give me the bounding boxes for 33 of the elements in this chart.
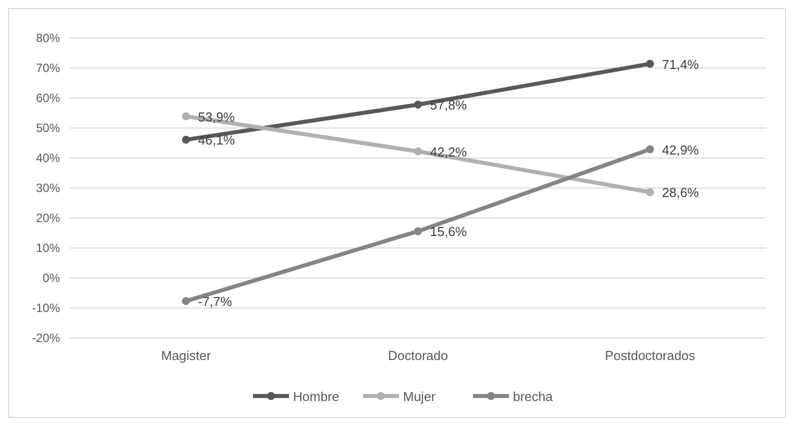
y-tick-label: 80% — [36, 31, 60, 45]
point — [646, 188, 654, 196]
data-label: 42,2% — [430, 144, 468, 160]
y-tick-label: 0% — [42, 271, 60, 285]
point — [182, 112, 190, 120]
legend-label: Mujer — [403, 389, 436, 404]
legend-label: Hombre — [293, 389, 340, 404]
legend-label: brecha — [513, 389, 554, 404]
point — [182, 136, 190, 144]
x-tick-label: Doctorado — [388, 348, 448, 363]
y-tick-label: -10% — [32, 301, 60, 315]
data-label: -7,7% — [198, 294, 232, 310]
y-tick-label: 40% — [36, 151, 60, 165]
y-tick-label: 50% — [36, 121, 60, 135]
data-label: 15,6% — [430, 224, 468, 240]
point — [182, 297, 190, 306]
point — [414, 147, 422, 156]
x-tick-label: Postdoctorados — [604, 348, 696, 363]
x-tick-label: Magister — [161, 348, 212, 363]
y-tick-label: 70% — [36, 61, 60, 75]
y-tick-label: -20% — [32, 331, 60, 345]
y-tick-label: 20% — [36, 211, 60, 225]
point — [414, 100, 422, 109]
data-label: 53,9% — [198, 109, 236, 124]
data-label: 71,4% — [662, 56, 700, 72]
point — [646, 60, 654, 68]
data-label: 28,6% — [662, 185, 700, 200]
data-label: 42,9% — [662, 142, 700, 158]
point — [414, 227, 422, 236]
point — [646, 145, 654, 154]
y-tick-label: 10% — [36, 241, 60, 255]
y-tick-label: 30% — [36, 181, 60, 195]
y-tick-label: 60% — [36, 91, 60, 105]
